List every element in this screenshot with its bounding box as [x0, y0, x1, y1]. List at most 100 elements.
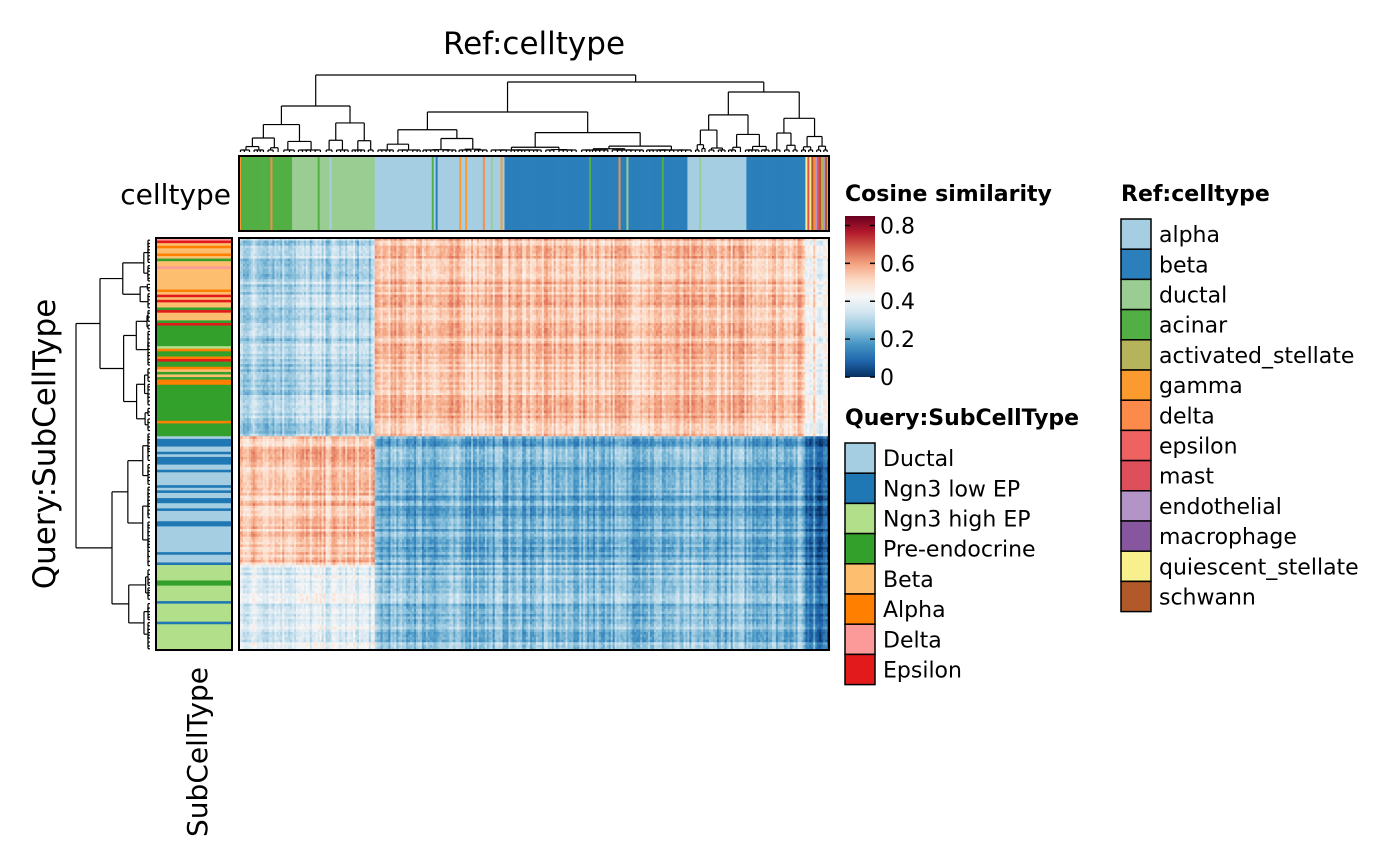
row-annotation-cell	[156, 544, 232, 547]
row-annotation-bar	[156, 238, 232, 650]
row-annotation-cell	[156, 475, 232, 478]
row-annotation-cell	[156, 575, 232, 578]
row-annotation-cell	[156, 508, 232, 511]
row-annotation-cell	[156, 591, 232, 594]
row-annotation-cell	[156, 488, 232, 491]
row-annotation-cell	[156, 637, 232, 640]
row-annotation-cell	[156, 547, 232, 550]
row-annotation-cell	[156, 302, 232, 305]
row-annotation-cell	[156, 465, 232, 468]
row-annotation-cell	[156, 568, 232, 571]
row-annotation-cell	[156, 356, 232, 359]
row-annotation-cell	[156, 374, 232, 377]
row-annotation-cell	[156, 351, 232, 354]
row-annotation-cell	[156, 315, 232, 318]
row-annotation-cell	[156, 292, 232, 295]
row-annotation-cell	[156, 369, 232, 372]
row-annotation-cell	[156, 516, 232, 519]
column-annotation-bar	[239, 156, 829, 231]
row-dendrogram	[76, 240, 150, 649]
row-annotation-cell	[156, 290, 232, 293]
row-annotation-cell	[156, 395, 232, 398]
row-annotation-cell	[156, 472, 232, 475]
row-annotation-cell	[156, 519, 232, 522]
row-annotation-cell	[156, 496, 232, 499]
row-annotation-cell	[156, 459, 232, 462]
row-annotation-cell	[156, 537, 232, 540]
row-annotation-cell	[156, 447, 232, 450]
row-annotation-cell	[156, 246, 232, 249]
row-annotation-cell	[156, 583, 232, 586]
row-annotation-cell	[156, 323, 232, 326]
row-annotation-cell	[156, 259, 232, 262]
row-annotation-cell	[156, 498, 232, 501]
row-annotation-cell	[156, 617, 232, 620]
row-annotation-cell	[156, 467, 232, 470]
row-annotation-cell	[156, 300, 232, 303]
row-annotation-cell	[156, 413, 232, 416]
row-annotation-cell	[156, 331, 232, 334]
row-annotation-cell	[156, 253, 232, 256]
row-annotation-cell	[156, 580, 232, 583]
column-dendrogram	[240, 75, 827, 152]
row-annotation-cell	[156, 534, 232, 537]
row-annotation-cell	[156, 333, 232, 336]
row-annotation-cell	[156, 542, 232, 545]
row-annotation-cell	[156, 416, 232, 419]
row-annotation-cell	[156, 387, 232, 390]
row-annotation-cell	[156, 642, 232, 645]
row-annotation-cell	[156, 606, 232, 609]
row-annotation-cell	[156, 632, 232, 635]
row-annotation-cell	[156, 364, 232, 367]
column-title: Ref:celltype	[443, 26, 625, 62]
row-annotation-cell	[156, 529, 232, 532]
row-annotation-cell	[156, 599, 232, 602]
row-annotation-cell	[156, 400, 232, 403]
column-annotation-label: celltype	[120, 178, 231, 211]
row-annotation-cell	[156, 526, 232, 529]
row-annotation-cell	[156, 452, 232, 455]
row-annotation-cell	[156, 434, 232, 437]
row-annotation-cell	[156, 619, 232, 622]
row-annotation-cell	[156, 284, 232, 287]
row-annotation-cell	[156, 640, 232, 643]
row-annotation-cell	[156, 511, 232, 514]
row-annotation-cell	[156, 429, 232, 432]
row-annotation-cell	[156, 611, 232, 614]
row-annotation-cell	[156, 457, 232, 460]
row-annotation-cell	[156, 318, 232, 321]
row-annotation-cell	[156, 418, 232, 421]
row-annotation-cell	[156, 264, 232, 267]
row-annotation-cell	[156, 524, 232, 527]
row-annotation-cell	[156, 279, 232, 282]
row-annotation-cell	[156, 586, 232, 589]
row-annotation-cell	[156, 532, 232, 535]
row-annotation-cell	[156, 243, 232, 246]
row-annotation-cell	[156, 480, 232, 483]
row-annotation-cell	[156, 439, 232, 442]
row-annotation-cell	[156, 248, 232, 251]
row-annotation-cell	[156, 449, 232, 452]
heatmap-body	[239, 238, 829, 650]
row-annotation-cell	[156, 380, 232, 383]
row-annotation-cell	[156, 423, 232, 426]
row-annotation-cell	[156, 441, 232, 444]
row-annotation-cell	[156, 483, 232, 486]
row-annotation-cell	[156, 344, 232, 347]
row-annotation-cell	[156, 403, 232, 406]
row-annotation-cell	[156, 362, 232, 365]
row-annotation-cell	[156, 390, 232, 393]
row-annotation-cell	[156, 367, 232, 370]
row-annotation-cell	[156, 241, 232, 244]
row-annotation-cell	[156, 359, 232, 362]
row-annotation-cell	[156, 560, 232, 563]
row-annotation-cell	[156, 382, 232, 385]
row-annotation-cell	[156, 256, 232, 259]
row-annotation-cell	[156, 297, 232, 300]
row-annotation-cell	[156, 485, 232, 488]
row-annotation-cell	[156, 277, 232, 280]
row-annotation-cell	[156, 550, 232, 553]
row-annotation-cell	[156, 349, 232, 352]
row-annotation-cell	[156, 393, 232, 396]
